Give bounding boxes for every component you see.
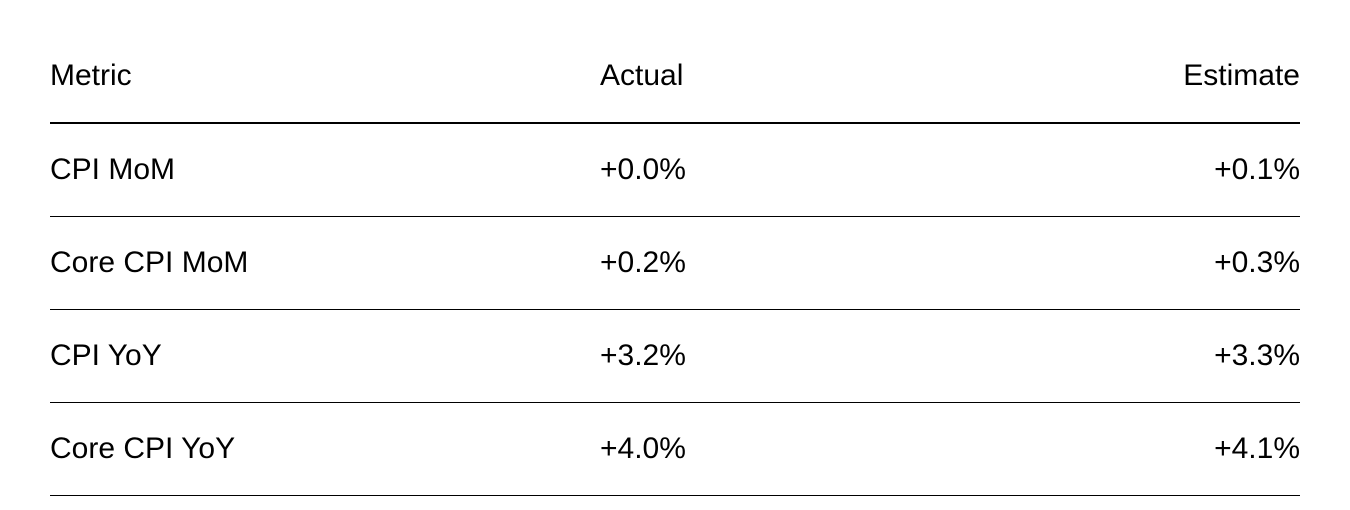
- actual-cell: +4.0%: [600, 403, 875, 496]
- actual-cell: +0.2%: [600, 217, 875, 310]
- table-row: Core CPI MoM +0.2% +0.3%: [50, 217, 1300, 310]
- column-header-actual: Actual: [600, 30, 875, 123]
- metric-cell: Core CPI YoY: [50, 403, 600, 496]
- actual-cell: +3.2%: [600, 310, 875, 403]
- estimate-cell: +0.3%: [875, 217, 1300, 310]
- actual-cell: +0.0%: [600, 123, 875, 217]
- column-header-estimate: Estimate: [875, 30, 1300, 123]
- estimate-cell: +0.1%: [875, 123, 1300, 217]
- table-header-row: Metric Actual Estimate: [50, 30, 1300, 123]
- column-header-metric: Metric: [50, 30, 600, 123]
- metric-cell: Core CPI MoM: [50, 217, 600, 310]
- table-row: CPI MoM +0.0% +0.1%: [50, 123, 1300, 217]
- table-row: Core CPI YoY +4.0% +4.1%: [50, 403, 1300, 496]
- estimate-cell: +4.1%: [875, 403, 1300, 496]
- estimate-cell: +3.3%: [875, 310, 1300, 403]
- cpi-data-table: Metric Actual Estimate CPI MoM +0.0% +0.…: [50, 30, 1300, 496]
- metric-cell: CPI MoM: [50, 123, 600, 217]
- table-row: CPI YoY +3.2% +3.3%: [50, 310, 1300, 403]
- metric-cell: CPI YoY: [50, 310, 600, 403]
